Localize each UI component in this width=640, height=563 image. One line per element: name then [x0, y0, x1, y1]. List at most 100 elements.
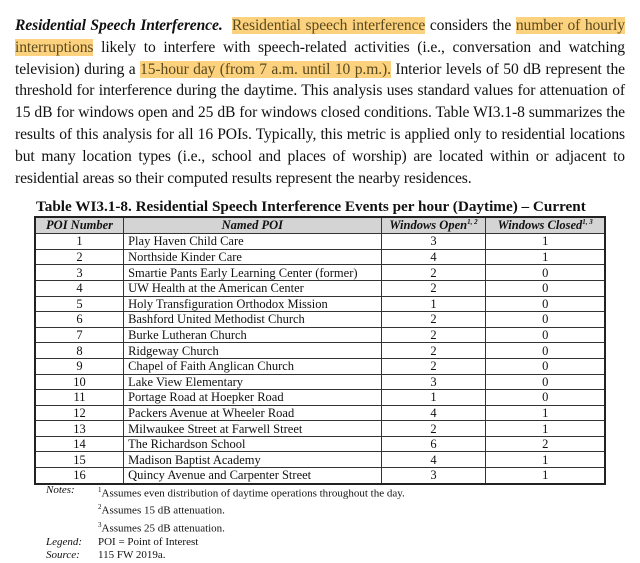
poi-number-cell: 4 — [34, 279, 125, 297]
windows-open-cell: 2 — [380, 357, 487, 375]
named-poi-cell: Burke Lutheran Church — [123, 326, 382, 344]
named-poi-cell: Bashford United Methodist Church — [123, 311, 382, 328]
windows-closed-cell: 1 — [485, 451, 606, 469]
header-label: Windows Closed — [497, 218, 583, 233]
note-sup: 1 — [98, 486, 102, 494]
windows-open-cell: 4 — [380, 451, 487, 469]
header-label: POI Number — [46, 218, 114, 233]
table-row: 10 Lake View Elementary 3 0 — [34, 373, 606, 391]
table-row: 7 Burke Lutheran Church 2 0 — [34, 326, 606, 344]
table-row: 14 The Richardson School 6 2 — [34, 435, 606, 453]
note-2: Assumes 15 dB attenuation. — [101, 504, 225, 517]
named-poi-cell: Smartie Pants Early Learning Center (for… — [123, 264, 382, 281]
column-header: Named POI — [123, 216, 382, 235]
windows-open-cell: 2 — [380, 279, 487, 297]
legend-label: Legend: — [46, 535, 83, 548]
windows-closed-cell: 0 — [485, 264, 606, 281]
windows-closed-cell: 0 — [485, 389, 606, 406]
source-label: Source: — [46, 549, 80, 562]
table-row: 8 Ridgeway Church 2 0 — [34, 342, 606, 359]
windows-closed-cell: 2 — [485, 435, 606, 453]
table-row: 16 Quincy Avenue and Carpenter Street 3 1 — [34, 467, 606, 485]
poi-number-cell: 2 — [34, 248, 125, 266]
poi-number-cell: 8 — [34, 342, 125, 359]
windows-open-cell: 2 — [380, 326, 487, 344]
table-row: 13 Milwaukee Street at Farwell Street 2 1 — [34, 420, 606, 437]
poi-number-cell: 10 — [34, 373, 125, 391]
windows-open-cell: 3 — [380, 467, 487, 485]
windows-closed-cell: 1 — [485, 233, 606, 250]
column-header: POI Number — [34, 216, 125, 235]
poi-number-cell: 16 — [34, 467, 125, 485]
named-poi-cell: Quincy Avenue and Carpenter Street — [123, 467, 382, 485]
windows-closed-cell: 0 — [485, 326, 606, 344]
paragraph-lead: Residential Speech Interference. — [15, 17, 223, 34]
named-poi-cell: The Richardson School — [123, 435, 382, 453]
table-row: 11 Portage Road at Hoepker Road 1 0 — [34, 389, 606, 406]
named-poi-cell: Lake View Elementary — [123, 373, 382, 391]
windows-open-cell: 2 — [380, 311, 487, 328]
paragraph-text: likely to interfere with speech-related … — [15, 38, 625, 78]
poi-number-cell: 5 — [34, 295, 125, 313]
body-paragraph: Residential Speech Interference. Residen… — [15, 15, 625, 189]
windows-open-cell: 3 — [380, 373, 487, 391]
table-row: 6 Bashford United Methodist Church 2 0 — [34, 311, 606, 328]
paragraph-text: Interior levels of 50 dB represent the t… — [15, 60, 625, 187]
windows-closed-cell: 0 — [485, 373, 606, 391]
table-row: 2 Northside Kinder Care 4 1 — [34, 248, 606, 266]
windows-closed-cell: 1 — [485, 420, 606, 437]
highlighted-text: Residential speech interference — [231, 17, 426, 34]
poi-number-cell: 12 — [34, 404, 125, 422]
windows-open-cell: 1 — [380, 389, 487, 406]
poi-number-cell: 13 — [34, 420, 125, 437]
named-poi-cell: Packers Avenue at Wheeler Road — [123, 404, 382, 422]
named-poi-cell: UW Health at the American Center — [123, 279, 382, 297]
poi-number-cell: 14 — [34, 435, 125, 453]
windows-open-cell: 3 — [380, 233, 487, 250]
named-poi-cell: Holy Transfiguration Orthodox Mission — [123, 295, 382, 313]
column-header: Windows Open1, 2 — [380, 216, 487, 235]
windows-closed-cell: 0 — [485, 311, 606, 328]
windows-open-cell: 2 — [380, 342, 487, 359]
poi-number-cell: 1 — [34, 233, 125, 250]
poi-number-cell: 15 — [34, 451, 125, 469]
poi-number-cell: 7 — [34, 326, 125, 344]
windows-closed-cell: 1 — [485, 404, 606, 422]
named-poi-cell: Portage Road at Hoepker Road — [123, 389, 382, 406]
named-poi-cell: Madison Baptist Academy — [123, 451, 382, 469]
legend-text: POI = Point of Interest — [98, 535, 199, 548]
windows-closed-cell: 0 — [485, 357, 606, 375]
table-title: Table WI3.1-8. Residential Speech Interf… — [36, 198, 586, 215]
windows-open-cell: 6 — [380, 435, 487, 453]
table-row: 12 Packers Avenue at Wheeler Road 4 1 — [34, 404, 606, 422]
note-3: Assumes 25 dB attenuation. — [101, 522, 225, 535]
named-poi-cell: Play Haven Child Care — [123, 233, 382, 250]
table-row: 5 Holy Transfiguration Orthodox Mission 1 0 — [34, 295, 606, 313]
column-header: Windows Closed1, 3 — [485, 216, 606, 235]
table-row: 1 Play Haven Child Care 3 1 — [34, 233, 606, 250]
note-sup: 3 — [98, 520, 102, 529]
table-row: 4 UW Health at the American Center 2 0 — [34, 279, 606, 297]
poi-number-cell: 6 — [34, 311, 125, 328]
named-poi-cell: Northside Kinder Care — [123, 248, 382, 266]
highlighted-text: 15-hour day (from 7 a.m. until 10 p.m.). — [140, 60, 391, 78]
windows-closed-cell: 0 — [485, 279, 606, 297]
note-sup: 2 — [98, 503, 102, 512]
header-label: Named POI — [221, 218, 284, 233]
poi-number-cell: 9 — [34, 357, 125, 375]
named-poi-cell: Milwaukee Street at Farwell Street — [123, 420, 382, 437]
speech-interference-table: POI Number Named POI Windows Open1, 2 Windo… — [34, 216, 606, 485]
table-notes: Notes: 1Assumes even distribution of dayt… — [46, 484, 405, 563]
windows-closed-cell: 0 — [485, 342, 606, 359]
windows-open-cell: 2 — [380, 420, 487, 437]
note-1: Assumes even distribution of daytime ope… — [101, 487, 405, 500]
windows-closed-cell: 0 — [485, 295, 606, 313]
windows-open-cell: 4 — [380, 404, 487, 422]
table-row: 3 Smartie Pants Early Learning Center (fo… — [34, 264, 606, 281]
poi-number-cell: 3 — [34, 264, 125, 281]
notes-label: Notes: — [46, 484, 75, 496]
windows-open-cell: 1 — [380, 295, 487, 313]
named-poi-cell: Chapel of Faith Anglican Church — [123, 357, 382, 375]
source-text: 115 FW 2019a. — [98, 549, 166, 562]
header-sup: 1, 2 — [467, 218, 478, 226]
